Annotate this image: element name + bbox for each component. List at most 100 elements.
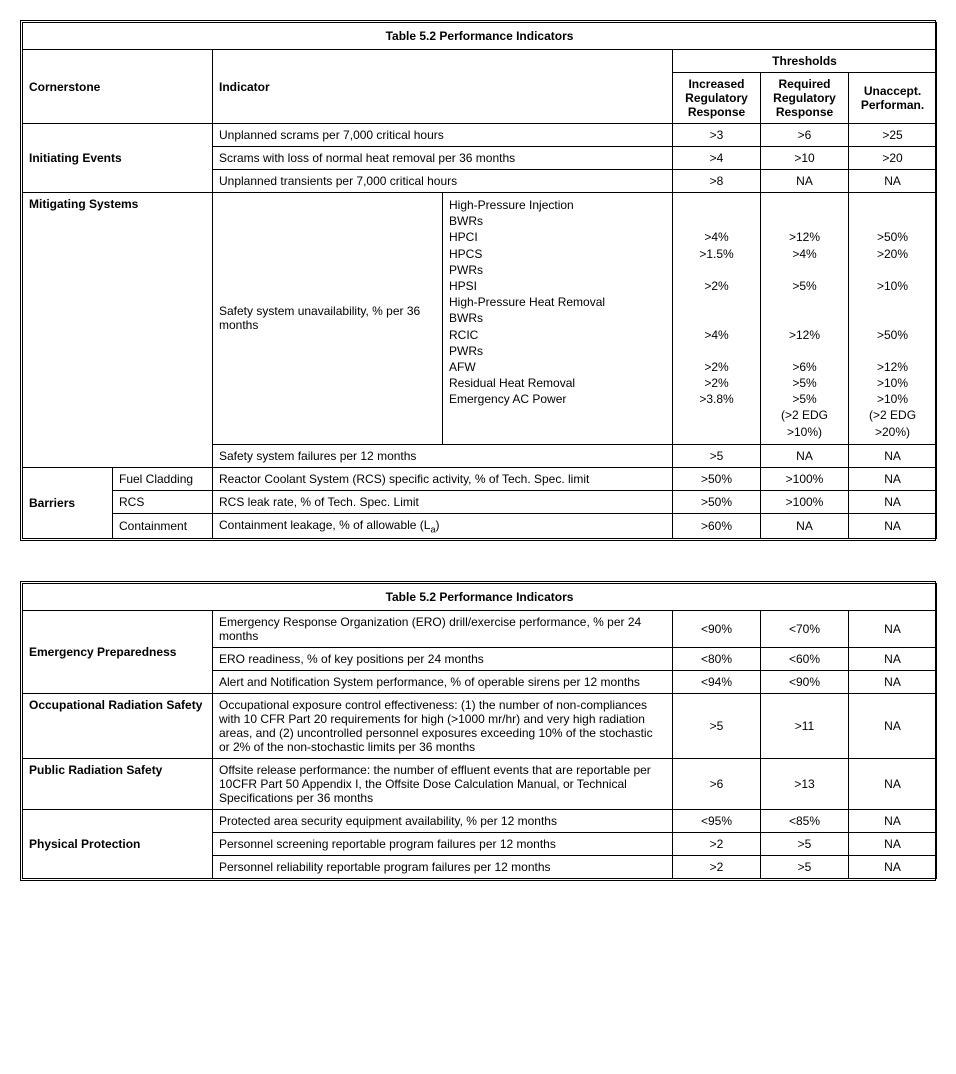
row-b3: Containment Containment leakage, % of al… [23, 513, 937, 538]
barriers-fuel-cladding: Fuel Cladding [113, 467, 213, 490]
ms1-inc: >4% >1.5% >2% >4% >2% >2% >3.8% [673, 193, 761, 445]
b3-inc: >60% [673, 513, 761, 538]
prs1-inc: >6 [673, 759, 761, 810]
pp3-indicator: Personnel reliability reportable program… [213, 856, 673, 879]
prs1-req: >13 [761, 759, 849, 810]
pp1-req: <85% [761, 810, 849, 833]
ie2-un: >20 [849, 147, 937, 170]
ie2-req: >10 [761, 147, 849, 170]
row-b2: RCS RCS leak rate, % of Tech. Spec. Limi… [23, 490, 937, 513]
cornerstone-ors: Occupational Radiation Safety [23, 694, 213, 759]
b2-inc: >50% [673, 490, 761, 513]
ie3-un: NA [849, 170, 937, 193]
cornerstone-initiating: Initiating Events [23, 124, 213, 193]
pp1-indicator: Protected area security equipment availa… [213, 810, 673, 833]
cornerstone-prs: Public Radiation Safety [23, 759, 213, 810]
row-b1: Barriers Fuel Cladding Reactor Coolant S… [23, 467, 937, 490]
barriers-containment: Containment [113, 513, 213, 538]
row-pp1: Physical Protection Protected area secur… [23, 810, 937, 833]
ep2-indicator: ERO readiness, % of key positions per 24… [213, 648, 673, 671]
ep3-indicator: Alert and Notification System performanc… [213, 671, 673, 694]
ms2-indicator: Safety system failures per 12 months [213, 444, 673, 467]
row-ie1: Initiating Events Unplanned scrams per 7… [23, 124, 937, 147]
ms1-indicator: Safety system unavailability, % per 36 m… [213, 193, 443, 445]
b1-req: >100% [761, 467, 849, 490]
table-2-title: Table 5.2 Performance Indicators [23, 584, 937, 611]
ie3-req: NA [761, 170, 849, 193]
performance-indicators-table-1: Table 5.2 Performance Indicators Corners… [22, 22, 937, 539]
ms2-inc: >5 [673, 444, 761, 467]
pp3-req: >5 [761, 856, 849, 879]
prs1-indicator: Offsite release performance: the number … [213, 759, 673, 810]
b3-un: NA [849, 513, 937, 538]
b3-indicator: Containment leakage, % of allowable (La) [213, 513, 673, 538]
b1-indicator: Reactor Coolant System (RCS) specific ac… [213, 467, 673, 490]
performance-indicators-table-2: Table 5.2 Performance Indicators Emergen… [22, 583, 937, 879]
ms1-detail: High-Pressure Injection BWRs HPCI HPCS P… [443, 193, 673, 445]
col-cornerstone: Cornerstone [23, 50, 213, 124]
ie1-inc: >3 [673, 124, 761, 147]
ors1-req: >11 [761, 694, 849, 759]
b1-inc: >50% [673, 467, 761, 490]
ep3-req: <90% [761, 671, 849, 694]
ie1-req: >6 [761, 124, 849, 147]
ie3-indicator: Unplanned transients per 7,000 critical … [213, 170, 673, 193]
table-2-title-row: Table 5.2 Performance Indicators [23, 584, 937, 611]
ep1-req: <70% [761, 611, 849, 648]
ors1-indicator: Occupational exposure control effectiven… [213, 694, 673, 759]
b1-un: NA [849, 467, 937, 490]
col-thresholds: Thresholds [673, 50, 937, 73]
ie1-un: >25 [849, 124, 937, 147]
ep2-req: <60% [761, 648, 849, 671]
ep1-inc: <90% [673, 611, 761, 648]
ep2-un: NA [849, 648, 937, 671]
ors1-un: NA [849, 694, 937, 759]
cornerstone-pp: Physical Protection [23, 810, 213, 879]
col-unaccept: Unaccept. Performan. [849, 73, 937, 124]
ors1-inc: >5 [673, 694, 761, 759]
prs1-un: NA [849, 759, 937, 810]
b2-indicator: RCS leak rate, % of Tech. Spec. Limit [213, 490, 673, 513]
b2-req: >100% [761, 490, 849, 513]
ep1-un: NA [849, 611, 937, 648]
ep3-un: NA [849, 671, 937, 694]
cornerstone-ep: Emergency Preparedness [23, 611, 213, 694]
ep3-inc: <94% [673, 671, 761, 694]
barriers-rcs: RCS [113, 490, 213, 513]
row-prs1: Public Radiation Safety Offsite release … [23, 759, 937, 810]
b3-req: NA [761, 513, 849, 538]
pp3-un: NA [849, 856, 937, 879]
ep1-indicator: Emergency Response Organization (ERO) dr… [213, 611, 673, 648]
col-indicator: Indicator [213, 50, 673, 124]
table-1-wrap: Table 5.2 Performance Indicators Corners… [20, 20, 936, 541]
pp2-indicator: Personnel screening reportable program f… [213, 833, 673, 856]
pp2-un: NA [849, 833, 937, 856]
ms1-req: >12% >4% >5% >12% >6% >5% >5% (>2 EDG >1… [761, 193, 849, 445]
ie1-indicator: Unplanned scrams per 7,000 critical hour… [213, 124, 673, 147]
ms2-req: NA [761, 444, 849, 467]
pp1-inc: <95% [673, 810, 761, 833]
ep2-inc: <80% [673, 648, 761, 671]
ie2-inc: >4 [673, 147, 761, 170]
header-row-1: Cornerstone Indicator Thresholds [23, 50, 937, 73]
cornerstone-mitigating: Mitigating Systems [23, 193, 213, 468]
row-ep1: Emergency Preparedness Emergency Respons… [23, 611, 937, 648]
pp2-req: >5 [761, 833, 849, 856]
table-2-wrap: Table 5.2 Performance Indicators Emergen… [20, 581, 936, 881]
col-required: Required Regulatory Response [761, 73, 849, 124]
b3-ind-prefix: Containment leakage, % of allowable (L [219, 518, 430, 532]
table-1-title: Table 5.2 Performance Indicators [23, 23, 937, 50]
pp2-inc: >2 [673, 833, 761, 856]
b3-ind-suffix: ) [435, 518, 439, 532]
row-ors1: Occupational Radiation Safety Occupation… [23, 694, 937, 759]
row-ms1: Mitigating Systems Safety system unavail… [23, 193, 937, 445]
cornerstone-barriers: Barriers [23, 467, 113, 538]
pp3-inc: >2 [673, 856, 761, 879]
ms1-un: >50% >20% >10% >50% >12% >10% >10% (>2 E… [849, 193, 937, 445]
b2-un: NA [849, 490, 937, 513]
ms2-un: NA [849, 444, 937, 467]
pp1-un: NA [849, 810, 937, 833]
table-1-title-row: Table 5.2 Performance Indicators [23, 23, 937, 50]
col-increased: Increased Regulatory Response [673, 73, 761, 124]
ie2-indicator: Scrams with loss of normal heat removal … [213, 147, 673, 170]
